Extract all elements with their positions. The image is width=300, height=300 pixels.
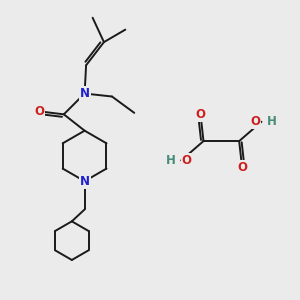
Text: O: O — [237, 161, 247, 174]
Text: H: H — [166, 154, 176, 167]
Text: O: O — [182, 154, 192, 167]
Text: H: H — [267, 115, 277, 128]
Text: O: O — [251, 115, 261, 128]
Text: O: O — [34, 105, 44, 118]
Text: N: N — [80, 175, 90, 188]
Text: N: N — [80, 87, 90, 100]
Text: O: O — [196, 108, 206, 121]
